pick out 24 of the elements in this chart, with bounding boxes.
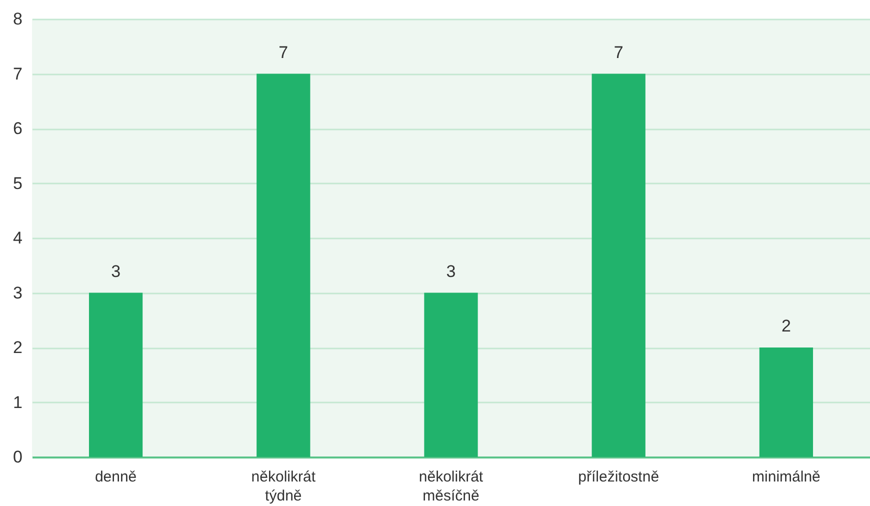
- y-tick-label: 8: [13, 10, 22, 28]
- x-tick-label: několikrát týdně: [251, 468, 316, 504]
- y-tick-label: 1: [13, 392, 22, 412]
- bar: [592, 74, 646, 457]
- data-label: 2: [781, 316, 791, 336]
- bar: [88, 292, 143, 457]
- data-label: 3: [111, 262, 121, 281]
- x-tick-label: minimálně: [752, 468, 820, 486]
- y-tick-label: 0: [13, 448, 22, 466]
- bar: [256, 74, 310, 457]
- x-tick-label: denně: [94, 468, 137, 486]
- y-tick-label: 2: [13, 338, 22, 357]
- data-label: 7: [614, 42, 624, 62]
- x-tick-label: příležitostně: [578, 468, 660, 486]
- data-label: 7: [278, 42, 288, 62]
- y-tick-label: 5: [13, 174, 22, 193]
- y-tick-label: 4: [13, 228, 22, 248]
- data-label: 3: [446, 262, 456, 281]
- y-tick-label: 6: [13, 119, 22, 138]
- bar: [424, 292, 478, 457]
- y-tick-label: 3: [13, 283, 22, 302]
- y-tick-label: 7: [13, 64, 22, 84]
- bar: [759, 348, 814, 457]
- x-tick-label: několikrát měsíčně: [418, 468, 484, 504]
